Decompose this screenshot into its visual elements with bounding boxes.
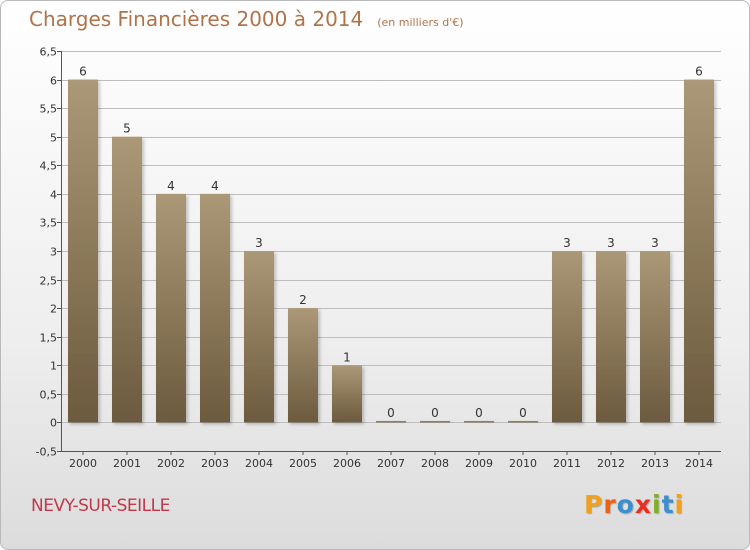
data-label: 0 — [475, 406, 483, 420]
data-label: 3 — [651, 236, 659, 250]
x-tick-label: 2009 — [465, 457, 493, 470]
logo-letter: i — [674, 490, 685, 519]
y-tick-label: 4 — [50, 189, 57, 202]
bar — [68, 79, 98, 423]
y-tick-label: 1 — [50, 360, 57, 373]
x-tick-label: 2008 — [421, 457, 449, 470]
data-labels: 6 5 4 4 3 2 1 0 0 0 0 3 3 3 6 — [79, 65, 703, 420]
x-tick-label: 2006 — [333, 457, 361, 470]
bar — [508, 420, 538, 423]
x-tick-label: 2010 — [509, 457, 537, 470]
y-tick-label: 6 — [50, 75, 57, 88]
x-tick-label: 2014 — [685, 457, 713, 470]
logo-letter: o — [616, 490, 635, 519]
data-label: 2 — [299, 293, 307, 307]
data-label: 3 — [563, 236, 571, 250]
logo-letter: i — [652, 490, 662, 519]
x-tick-label: 2002 — [157, 457, 185, 470]
bars — [68, 79, 714, 423]
chart-title-text: Charges Financières 2000 à 2014 — [29, 7, 364, 31]
bar — [376, 420, 406, 423]
x-tick-label: 2012 — [597, 457, 625, 470]
y-tick-label: 5 — [50, 132, 57, 145]
bar — [640, 251, 670, 423]
x-tick-label: 2003 — [201, 457, 229, 470]
x-tick-label: 2004 — [245, 457, 273, 470]
bar — [112, 136, 142, 423]
y-tick-label: 6,5 — [40, 46, 58, 59]
data-label: 3 — [255, 236, 263, 250]
data-label: 1 — [343, 350, 351, 364]
y-tick-label: 5,5 — [40, 103, 58, 116]
chart-subtitle: (en milliers d'€) — [377, 16, 464, 29]
y-tick-label: 0 — [50, 417, 57, 430]
y-tick-label: 2,5 — [40, 275, 58, 288]
data-label: 0 — [519, 406, 527, 420]
x-tick-label: 2000 — [69, 457, 97, 470]
x-tick-label: 2007 — [377, 457, 405, 470]
bar — [684, 79, 714, 423]
y-tick-label: 0,5 — [40, 389, 58, 402]
bar — [596, 251, 626, 423]
x-tick-label: 2001 — [113, 457, 141, 470]
chart-title: Charges Financières 2000 à 2014 (en milli… — [29, 7, 464, 31]
y-tick-label: 1,5 — [40, 332, 58, 345]
bar — [332, 365, 362, 423]
bar — [156, 193, 186, 423]
y-tick-label: 4,5 — [40, 160, 58, 173]
x-tick-label: 2011 — [553, 457, 581, 470]
x-tick-label: 2005 — [289, 457, 317, 470]
y-tick-label: 3 — [50, 246, 57, 259]
y-tick-label: 3,5 — [40, 217, 58, 230]
logo-letter: P — [584, 490, 604, 519]
x-tick-label: 2013 — [641, 457, 669, 470]
logo-letter: t — [661, 490, 675, 519]
bar — [420, 420, 450, 423]
data-label: 3 — [607, 236, 615, 250]
commune-name: NEVY-SUR-SEILLE — [31, 496, 170, 516]
proxiti-logo: Proxiti — [584, 490, 684, 519]
y-tick-label: 2 — [50, 303, 57, 316]
data-label: 0 — [431, 406, 439, 420]
logo-letter: r — [603, 490, 617, 519]
data-label: 0 — [387, 406, 395, 420]
bar — [552, 251, 582, 423]
data-label: 5 — [123, 122, 131, 136]
y-tick-label: -0,5 — [36, 446, 57, 459]
bar — [200, 193, 230, 423]
logo-letter: x — [634, 490, 652, 519]
bar — [464, 420, 494, 423]
bar — [244, 251, 274, 423]
data-label: 6 — [79, 65, 87, 79]
data-label: 4 — [211, 179, 219, 193]
bar — [288, 308, 318, 423]
data-label: 4 — [167, 179, 175, 193]
data-label: 6 — [695, 65, 703, 79]
